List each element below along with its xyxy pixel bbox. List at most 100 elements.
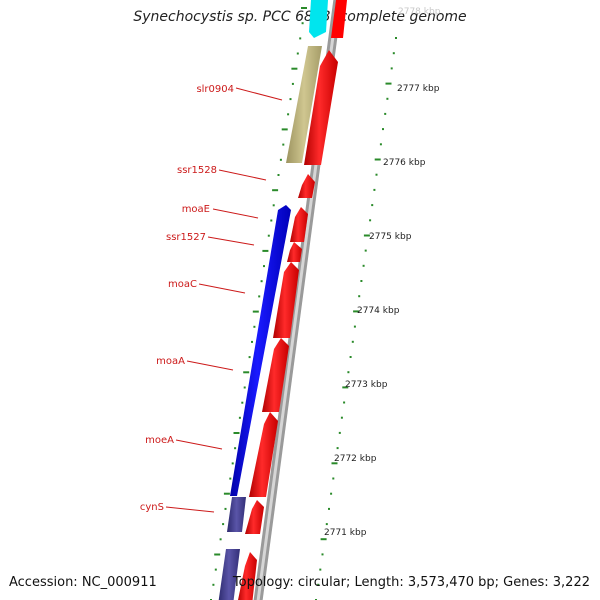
gene-forward[interactable] [331,0,347,38]
gene-cyan[interactable] [309,0,328,38]
topology-text: Topology: circular; Length: 3,573,470 bp… [232,575,590,590]
gene-cynS[interactable] [245,500,264,534]
gene-label-moeA[interactable]: moeA [145,435,174,446]
gene-moaC[interactable] [273,262,299,338]
minor-tick [353,325,356,328]
gene-slate[interactable] [227,497,246,532]
kbp-label-2774: 2774 kbp [357,306,400,316]
gene-blue[interactable] [230,205,291,496]
minor-tick [263,265,265,268]
gene-label-moaC[interactable]: moaC [168,279,197,290]
major-tick [353,310,360,313]
minor-tick [375,173,378,176]
major-tick [233,432,240,434]
minor-tick [338,431,341,434]
minor-tick [260,280,263,283]
minor-tick [384,112,387,115]
minor-tick [301,22,304,25]
minor-tick [224,507,227,510]
minor-tick [251,340,253,343]
major-tick [320,538,327,541]
minor-tick [332,477,335,480]
minor-tick [272,204,275,207]
map-title: Synechocystis sp. PCC 6803, complete gen… [133,9,467,25]
gene-label-moaA[interactable]: moaA [156,356,185,367]
major-tick [301,7,307,9]
major-tick [342,386,349,389]
minor-tick [321,553,324,556]
major-tick [223,492,230,495]
minor-tick [258,295,261,298]
minor-tick [234,447,237,450]
gene-slate[interactable] [218,549,240,600]
major-tick [243,371,250,374]
minor-tick [351,340,354,343]
gene-label-slr0904[interactable]: slr0904 [196,84,234,95]
minor-tick [382,128,384,131]
kbp-label-2777: 2777 kbp [397,84,440,94]
minor-tick [299,37,302,40]
minor-tick [336,447,339,450]
gene-forward[interactable] [237,552,257,600]
minor-tick [231,462,234,465]
minor-tick [328,507,330,510]
reverse-genes[interactable] [218,0,328,600]
minor-tick [369,219,372,222]
minor-tick [373,188,376,191]
gene-label-moaE[interactable]: moaE [182,204,210,215]
gene-moaA[interactable] [262,338,289,412]
minor-tick [386,97,389,100]
gene-khaki[interactable] [286,46,322,163]
kbp-label-2773: 2773 kbp [345,380,388,390]
major-tick [374,158,381,161]
minor-tick [282,143,285,146]
right-tick-track [315,37,397,600]
minor-tick [267,234,270,237]
minor-tick [330,492,333,495]
kbp-label-top: 2778 kbp [398,7,441,17]
minor-tick [214,568,217,571]
major-tick [291,67,298,70]
gene-slr0904[interactable] [304,50,338,165]
minor-tick [360,280,363,282]
minor-tick [395,37,397,39]
minor-tick [317,583,320,586]
minor-tick [270,219,273,222]
minor-tick [229,477,232,480]
minor-tick [279,158,282,161]
minor-tick [390,67,393,70]
gene-label-cynS[interactable]: cynS [140,502,164,513]
gene-label-ssr1527[interactable]: ssr1527 [166,232,206,243]
forward-genes[interactable] [237,0,347,600]
minor-tick [349,356,352,358]
gene-moaE[interactable] [290,207,308,242]
minor-tick [222,523,225,526]
kbp-label-2776: 2776 kbp [383,158,426,168]
minor-tick [289,98,292,101]
left-tick-track [210,7,307,600]
minor-tick [253,325,256,328]
major-tick [262,249,269,252]
kbp-label-2772: 2772 kbp [334,454,377,464]
minor-tick [347,371,350,374]
gene-ssr1527[interactable] [287,242,302,262]
minor-tick [243,386,246,389]
gene-moeA[interactable] [249,412,278,497]
minor-tick [362,264,365,267]
major-tick [331,462,338,465]
minor-tick [392,52,395,55]
gene-ssr1528[interactable] [298,174,315,198]
minor-tick [319,568,322,571]
gene-label-ssr1528[interactable]: ssr1528 [177,165,217,176]
minor-tick [296,52,299,55]
label-leaders [165,87,283,513]
minor-tick [340,416,343,419]
minor-tick [219,538,222,541]
minor-tick [325,523,328,526]
major-tick [363,234,370,237]
minor-tick [371,204,374,207]
minor-tick [364,249,367,252]
major-tick [281,128,288,131]
minor-tick [238,416,241,419]
